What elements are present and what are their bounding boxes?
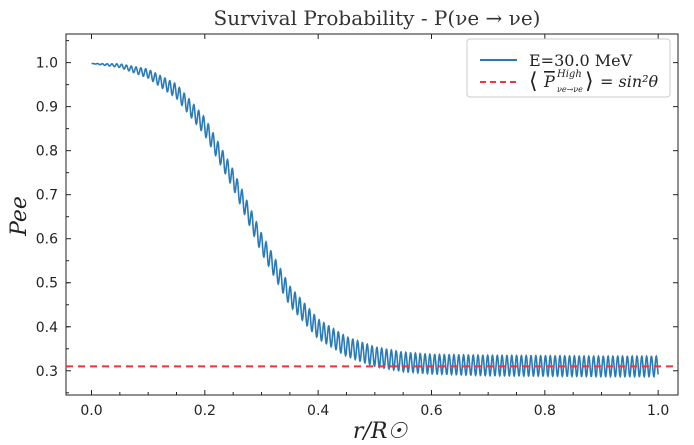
x-tick-label: 0.0 xyxy=(80,403,102,419)
x-tick-label: 0.2 xyxy=(194,403,216,419)
x-tick-label: 0.4 xyxy=(307,403,329,419)
legend-label-average-rhs: = sin²θ xyxy=(600,72,659,91)
legend-bracket-right: ⟩ xyxy=(585,69,594,94)
x-axis-ticks: 0.0 0.2 0.4 0.6 0.8 1.0 xyxy=(80,34,669,419)
legend-label-average-bar: P xyxy=(543,72,555,91)
y-tick-label: 0.6 xyxy=(36,232,58,248)
x-axis-label: r/R☉ xyxy=(353,419,408,444)
x-tick-label: 0.8 xyxy=(534,403,556,419)
y-tick-label: 0.7 xyxy=(36,188,58,204)
y-tick-label: 0.9 xyxy=(36,100,58,116)
legend-box xyxy=(466,38,671,98)
y-axis-ticks: 0.3 0.4 0.5 0.6 0.7 0.8 0.9 1.0 xyxy=(36,40,678,394)
y-tick-label: 0.3 xyxy=(36,364,58,380)
y-tick-label: 0.4 xyxy=(36,320,58,336)
x-tick-label: 0.6 xyxy=(420,403,442,419)
y-axis-label: Pee xyxy=(7,196,32,237)
legend-label-energy: E=30.0 MeV xyxy=(529,51,633,70)
y-tick-label: 1.0 xyxy=(36,56,58,72)
chart-title: Survival Probability - P(νe → νe) xyxy=(214,6,541,30)
y-tick-label: 0.8 xyxy=(36,144,58,160)
x-tick-label: 1.0 xyxy=(647,403,669,419)
legend: E=30.0 MeV ⟨ P High νe→νe ⟩ = sin²θ xyxy=(466,38,671,98)
plot-frame xyxy=(65,33,679,396)
series-line-energy xyxy=(91,62,659,379)
legend-label-average-sub: νe→νe xyxy=(557,85,583,94)
y-tick-label: 0.5 xyxy=(36,276,58,292)
legend-bracket-left: ⟨ xyxy=(529,69,538,94)
legend-label-average-sup: High xyxy=(556,69,582,80)
plot-area xyxy=(66,62,678,379)
